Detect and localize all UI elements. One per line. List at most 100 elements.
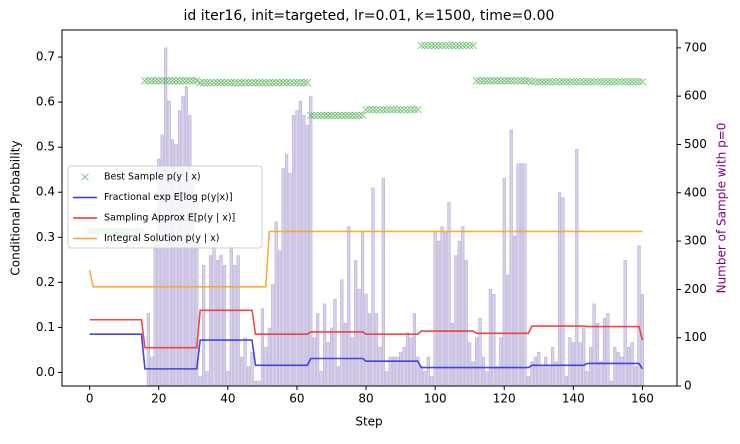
marker [576,77,585,86]
bar [398,351,403,387]
bar [236,255,240,387]
bar [385,371,389,387]
marker [175,76,184,85]
bar [585,371,589,387]
chart-title: id iter16, init=targeted, lr=0.01, k=150… [184,8,555,24]
bar [485,371,489,387]
marker [500,76,509,85]
marker [503,76,512,85]
legend-label: Best Sample p(y | x) [104,172,201,183]
plot-frame [61,29,678,387]
marker [258,78,267,87]
bar [367,313,372,387]
bar [219,255,223,387]
marker [434,41,443,50]
marker [234,78,243,87]
bar [316,313,320,387]
marker [376,105,384,114]
marker [448,41,457,50]
marker [517,76,526,85]
marker [362,105,370,114]
x-tick-label: 140 [562,392,585,406]
x-tick-label: 160 [631,392,654,406]
marker [438,41,446,50]
bar [557,192,562,387]
marker [338,111,346,120]
marker [348,111,357,120]
bar [253,380,258,387]
marker [614,77,623,86]
marker [393,105,401,114]
bar [378,347,382,387]
marker [441,41,450,50]
marker [268,78,277,87]
bar [212,240,216,387]
marker [206,78,215,87]
legend-label: Fractional exp E[log p(y|x)] [104,192,233,203]
y-axis-label: Conditional Probability [9,140,23,275]
marker [621,77,630,86]
bar [578,342,582,387]
bar [333,298,337,387]
marker [237,78,246,87]
marker [555,77,564,86]
marker [458,41,467,50]
marker [141,76,149,85]
bar [620,356,624,387]
marker [199,78,208,87]
marker [424,41,433,50]
marker [227,78,236,87]
bar [295,110,299,387]
bar [582,327,586,387]
bar [589,347,593,387]
series-line [89,333,644,370]
bar [198,376,202,387]
marker [486,76,495,85]
legend-label: Integral Solution p(y | x) [104,233,219,244]
bar [336,366,341,387]
marker [386,105,395,114]
marker [382,105,391,114]
bar [146,313,150,387]
x-tick-label: 80 [358,392,373,406]
y-tick-label: 0.6 [36,95,55,109]
bar [291,115,296,387]
bar [623,260,627,387]
marker [462,41,471,50]
marker [275,78,284,87]
marker [476,76,484,85]
marker [300,78,308,87]
bar [633,366,638,387]
bar [430,376,434,387]
marker [265,78,274,87]
bar [443,231,448,387]
marker [635,77,643,86]
bar [322,303,327,387]
marker [369,105,377,114]
marker [220,78,229,87]
marker [590,77,598,86]
bar [309,95,313,387]
bar [419,366,423,387]
marker [552,77,560,86]
bar [347,226,351,387]
marker [320,111,329,120]
marker [490,76,498,85]
bar [599,361,603,387]
y-tick-label: 0.0 [36,365,55,379]
marker [452,41,460,50]
marker [282,78,291,87]
legend: Best Sample p(y | x) Fractional exp E[log… [67,165,263,249]
marker [631,77,640,86]
bar [437,240,441,387]
marker [559,77,567,86]
marker [414,105,422,114]
marker [334,111,343,120]
bar [544,356,548,387]
marker [182,76,191,85]
marker [185,76,194,85]
bar [360,231,365,387]
series-line [89,309,644,349]
